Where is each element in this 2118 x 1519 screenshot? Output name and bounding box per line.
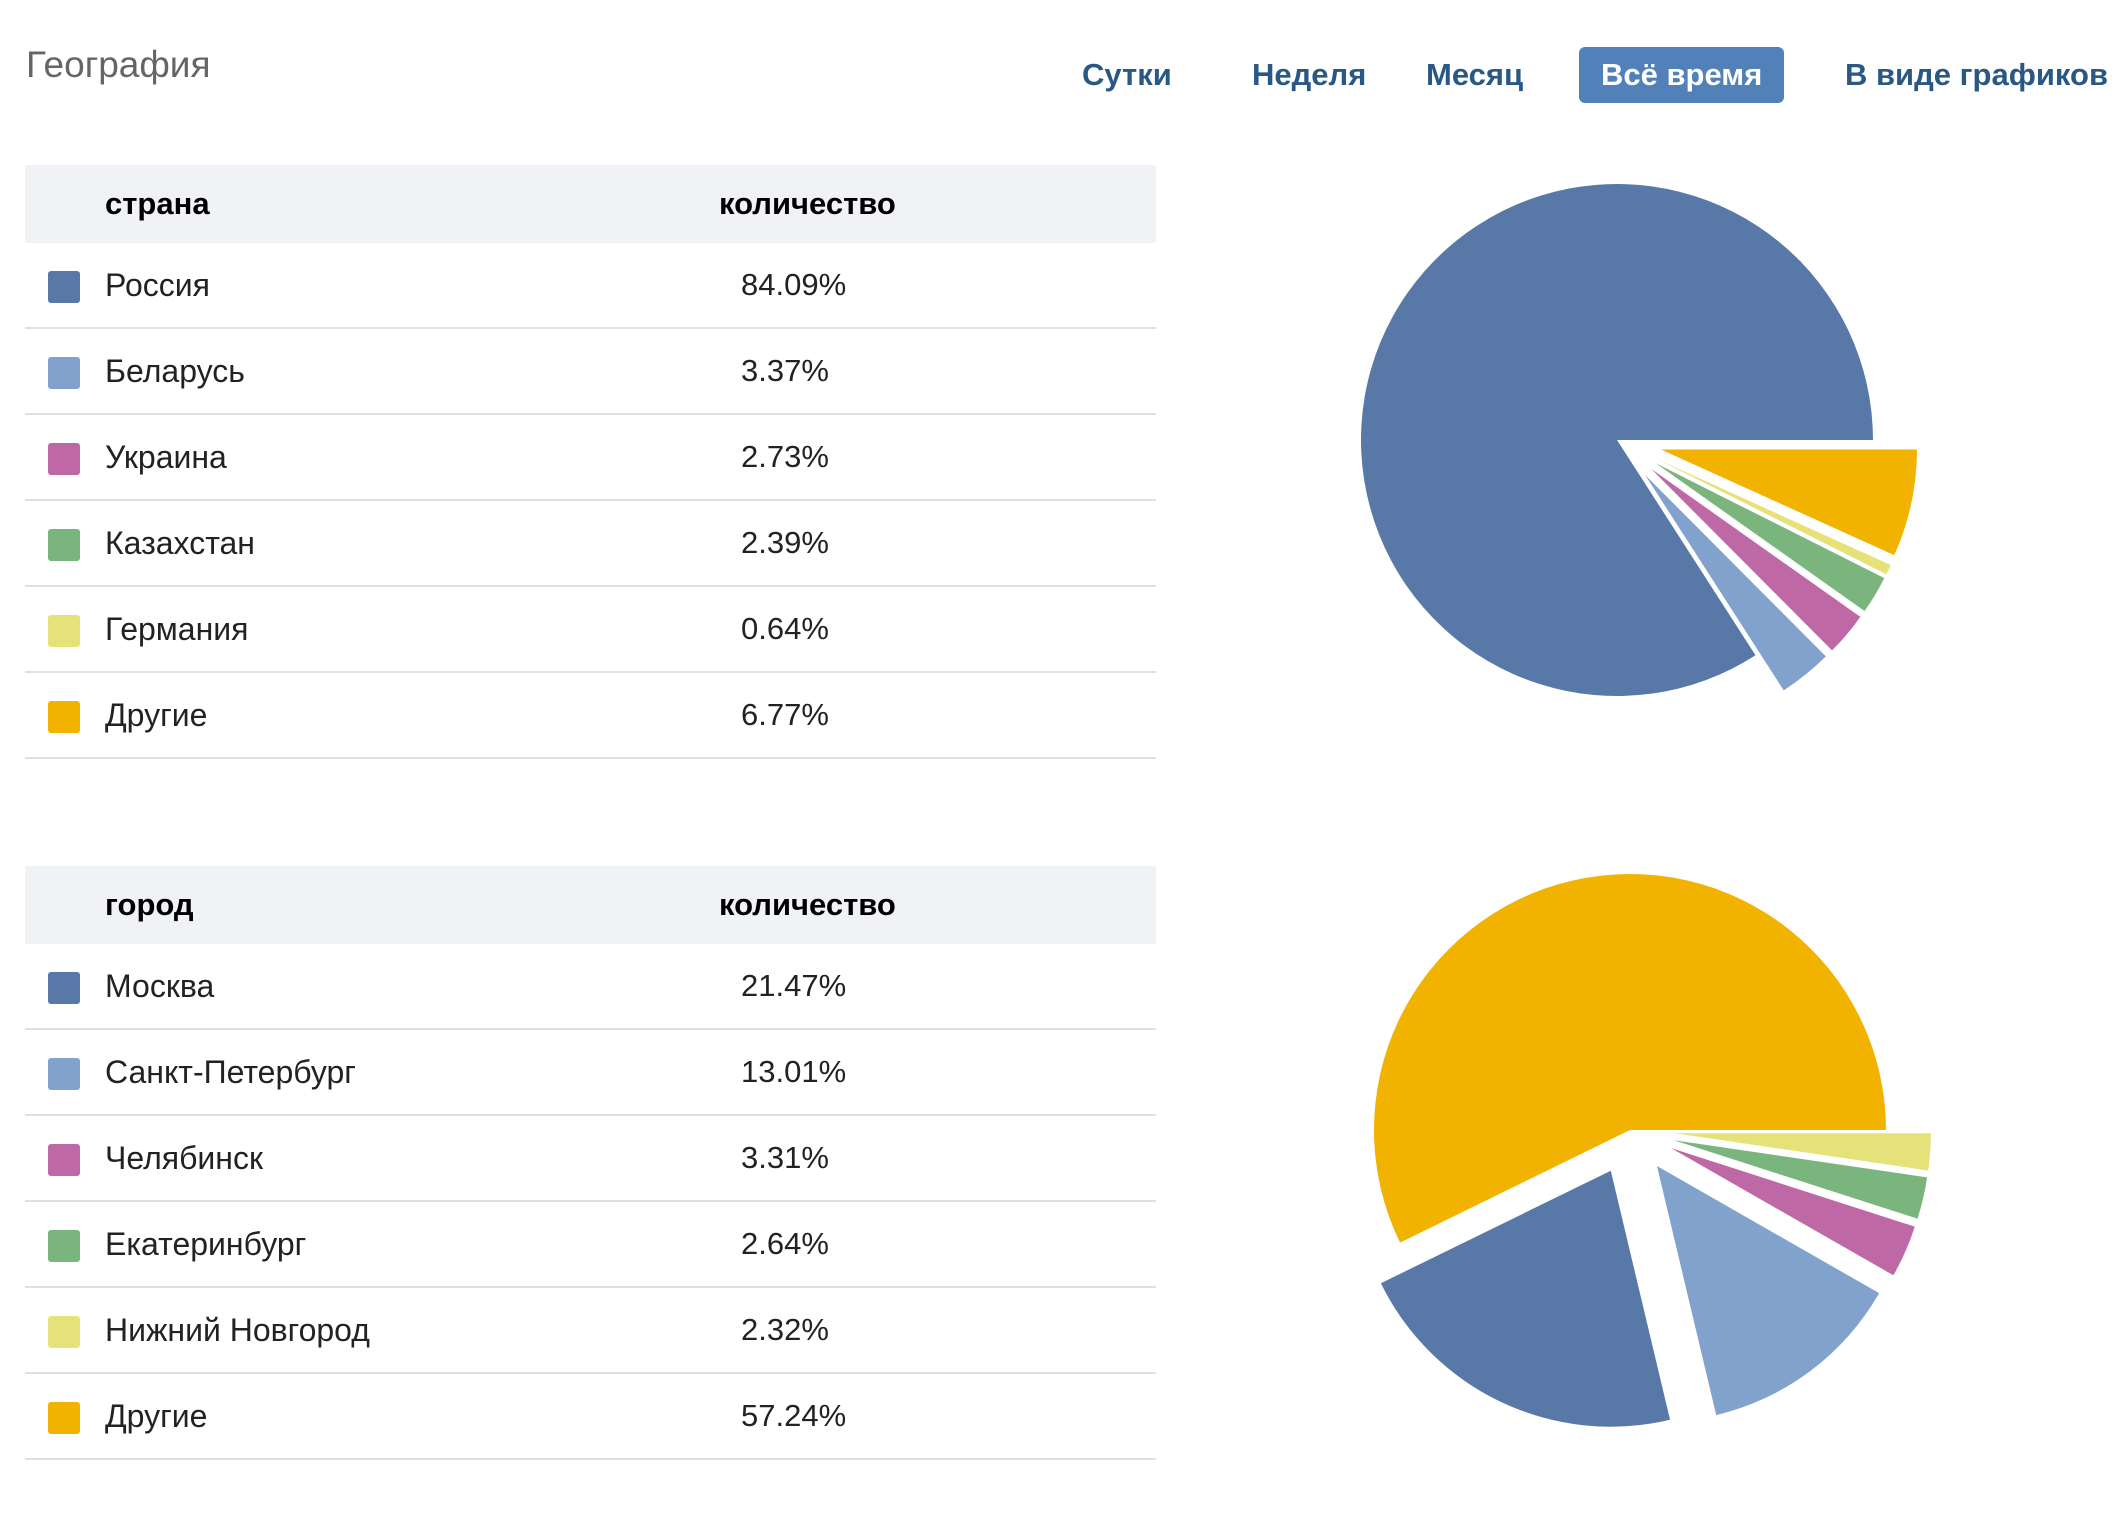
tab-as-charts[interactable]: В виде графиков bbox=[1845, 57, 2109, 92]
country-value: 3.37% bbox=[741, 353, 829, 388]
legend-swatch bbox=[48, 1402, 80, 1434]
pie-slice-москва bbox=[1380, 1170, 1671, 1427]
pie-slice-другие bbox=[1374, 873, 1886, 1243]
tab-week[interactable]: Неделя bbox=[1252, 57, 1367, 92]
table-row: Санкт-Петербург 13.01% bbox=[25, 1030, 1156, 1116]
table-row: Украина 2.73% bbox=[25, 415, 1156, 501]
country-value: 2.39% bbox=[741, 525, 829, 560]
country-table: страна количество Россия 84.09% Беларусь… bbox=[25, 165, 1156, 759]
legend-swatch bbox=[48, 701, 80, 733]
city-label: Челябинск bbox=[105, 1140, 263, 1176]
legend-swatch bbox=[48, 443, 80, 475]
city-label: Москва bbox=[105, 968, 215, 1004]
pie-slice-другие bbox=[1660, 449, 1917, 556]
tab-month[interactable]: Месяц bbox=[1426, 57, 1524, 92]
city-value: 13.01% bbox=[741, 1054, 847, 1089]
column-header-count: количество bbox=[719, 887, 896, 922]
pie-slice-челябинск bbox=[1671, 1148, 1915, 1276]
table-row: Другие 6.77% bbox=[25, 673, 1156, 759]
table-row: Екатеринбург 2.64% bbox=[25, 1202, 1156, 1288]
table-row: Другие 57.24% bbox=[25, 1374, 1156, 1460]
city-value: 21.47% bbox=[741, 968, 847, 1003]
country-label: Германия bbox=[105, 611, 249, 647]
column-header-city: город bbox=[105, 887, 194, 922]
column-header-country: страна bbox=[105, 186, 210, 221]
city-table: город количество Москва 21.47% Санкт-Пет… bbox=[25, 866, 1156, 1460]
pie-slice-россия bbox=[1361, 184, 1873, 696]
legend-swatch bbox=[48, 1144, 80, 1176]
pie-slice-германия bbox=[1657, 459, 1891, 575]
country-pie-chart bbox=[1361, 184, 1917, 696]
pie-slice-санкт-петербург bbox=[1656, 1166, 1880, 1416]
city-value: 57.24% bbox=[741, 1398, 847, 1433]
city-label: Екатеринбург bbox=[105, 1226, 307, 1262]
country-value: 2.73% bbox=[741, 439, 829, 474]
pie-slice-нижний-новгород bbox=[1674, 1133, 1931, 1171]
legend-swatch bbox=[48, 271, 80, 303]
table-header: город количество bbox=[25, 866, 1156, 944]
table-header: страна количество bbox=[25, 165, 1156, 243]
pie-slice-казахстан bbox=[1655, 463, 1885, 612]
legend-swatch bbox=[48, 529, 80, 561]
city-label: Нижний Новгород bbox=[105, 1312, 370, 1348]
page-title: География bbox=[26, 44, 211, 85]
table-row: Россия 84.09% bbox=[25, 243, 1156, 329]
legend-swatch bbox=[48, 1316, 80, 1348]
tab-all-time[interactable]: Всё время bbox=[1579, 47, 1785, 103]
city-label: Санкт-Петербург bbox=[105, 1054, 356, 1090]
pie-slice-екатеринбург bbox=[1673, 1140, 1928, 1219]
city-value: 3.31% bbox=[741, 1140, 829, 1175]
city-value: 2.64% bbox=[741, 1226, 829, 1261]
country-value: 0.64% bbox=[741, 611, 829, 646]
legend-swatch bbox=[48, 1058, 80, 1090]
table-row: Казахстан 2.39% bbox=[25, 501, 1156, 587]
legend-swatch bbox=[48, 357, 80, 389]
table-row: Челябинск 3.31% bbox=[25, 1116, 1156, 1202]
table-row: Москва 21.47% bbox=[25, 944, 1156, 1030]
city-label: Другие bbox=[105, 1398, 208, 1434]
country-label: Украина bbox=[105, 439, 227, 475]
legend-swatch bbox=[48, 1230, 80, 1262]
table-row: Нижний Новгород 2.32% bbox=[25, 1288, 1156, 1374]
country-value: 84.09% bbox=[741, 267, 847, 302]
country-value: 6.77% bbox=[741, 697, 829, 732]
legend-swatch bbox=[48, 615, 80, 647]
period-tabs: Сутки Неделя Месяц Всё время В виде граф… bbox=[1060, 47, 2108, 103]
country-label: Казахстан bbox=[105, 525, 255, 561]
legend-swatch bbox=[48, 972, 80, 1004]
pie-slice-украина bbox=[1651, 469, 1861, 651]
city-pie-chart bbox=[1374, 873, 1931, 1427]
table-row: Германия 0.64% bbox=[25, 587, 1156, 673]
country-label: Другие bbox=[105, 697, 208, 733]
city-value: 2.32% bbox=[741, 1312, 829, 1347]
table-row: Беларусь 3.37% bbox=[25, 329, 1156, 415]
column-header-count: количество bbox=[719, 186, 896, 221]
tab-day[interactable]: Сутки bbox=[1082, 57, 1172, 92]
country-label: Беларусь bbox=[105, 353, 245, 389]
pie-slice-беларусь bbox=[1645, 475, 1826, 691]
country-label: Россия bbox=[105, 267, 210, 303]
